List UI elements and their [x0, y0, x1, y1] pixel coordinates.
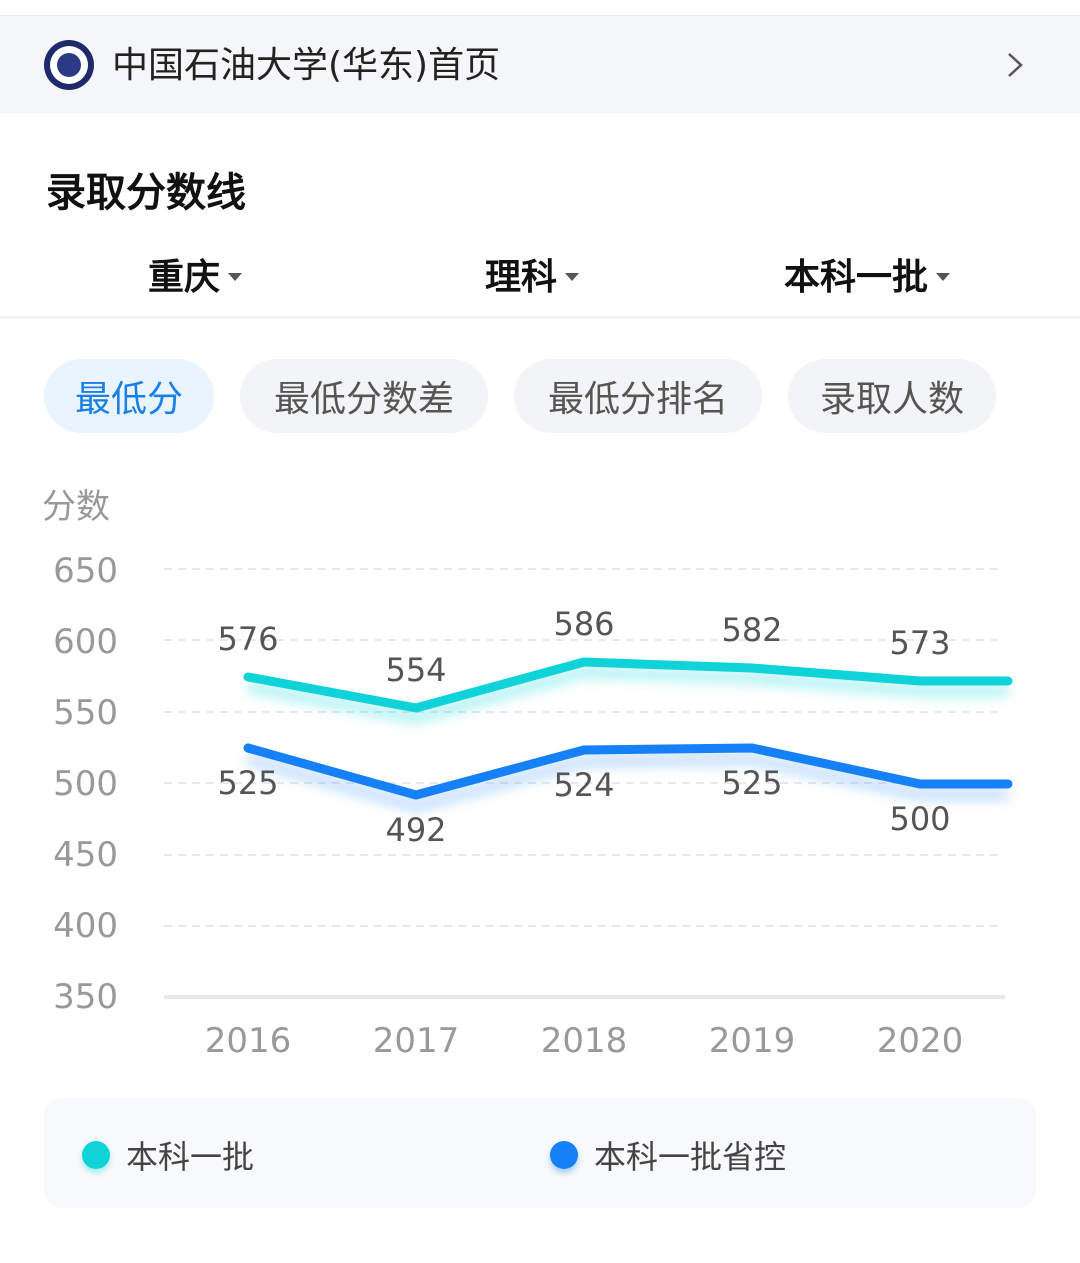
- school-name: 中国石油大学(华东)首页: [112, 45, 501, 86]
- subject-filter-label: 理科: [485, 257, 558, 298]
- dropdown-triangle-icon: [228, 273, 243, 281]
- series-1-line: [243, 657, 1013, 713]
- data-label: 525: [721, 764, 782, 802]
- x-tick: 2018: [541, 1021, 628, 1061]
- y-tick: 450: [53, 835, 118, 875]
- chevron-right-icon: [1008, 53, 1023, 77]
- x-tick: 2017: [373, 1021, 460, 1061]
- x-tick: 2020: [877, 1021, 964, 1061]
- legend-item-series-2[interactable]: 本科一批省控: [550, 1132, 786, 1178]
- data-label: 500: [889, 800, 950, 838]
- score-line-chart: 分数 650 600 550 500 450 400 350 576 554 5…: [42, 487, 1013, 1061]
- data-label: 582: [721, 611, 782, 649]
- province-filter-label: 重庆: [148, 257, 221, 298]
- tab-min-score-diff[interactable]: 最低分数差: [240, 359, 488, 433]
- x-tick: 2016: [205, 1021, 292, 1061]
- series-2-data-labels: 525 492 524 525 500: [217, 764, 950, 849]
- school-home-link[interactable]: 中国石油大学(华东)首页: [0, 16, 1080, 113]
- subject-filter[interactable]: 理科: [485, 248, 580, 300]
- y-tick: 600: [53, 622, 118, 662]
- x-tick: 2019: [709, 1021, 796, 1061]
- data-label: 524: [553, 766, 614, 804]
- legend-label: 本科一批: [126, 1138, 255, 1176]
- divider: [0, 316, 1080, 319]
- tab-admission-count[interactable]: 录取人数: [788, 359, 996, 433]
- y-tick: 550: [53, 693, 118, 733]
- data-label: 525: [217, 764, 278, 802]
- x-axis-ticks: 2016 2017 2018 2019 2020: [205, 1021, 964, 1061]
- dropdown-triangle-icon: [565, 273, 580, 281]
- data-label: 573: [889, 624, 950, 662]
- dropdown-triangle-icon: [936, 273, 951, 281]
- tab-min-score-rank[interactable]: 最低分排名: [514, 359, 762, 433]
- province-filter[interactable]: 重庆: [148, 248, 243, 300]
- batch-filter[interactable]: 本科一批: [784, 248, 951, 300]
- y-tick: 350: [53, 977, 118, 1017]
- legend-dot-icon: [550, 1141, 578, 1169]
- legend-item-series-1[interactable]: 本科一批: [82, 1132, 254, 1178]
- status-area: [0, 0, 1080, 16]
- data-label: 492: [385, 811, 446, 849]
- series-1-data-labels: 576 554 586 582 573: [217, 605, 950, 689]
- legend-dot-icon: [82, 1141, 110, 1169]
- data-label: 576: [217, 620, 278, 658]
- data-label: 554: [385, 651, 446, 689]
- legend-label: 本科一批省控: [594, 1138, 787, 1176]
- y-axis-ticks: 650 600 550 500 450 400 350: [53, 551, 118, 1017]
- y-tick: 400: [53, 906, 118, 946]
- series-1-glow: [247, 666, 1008, 724]
- section-title: 录取分数线: [46, 170, 246, 216]
- series-2-glow: [246, 753, 1008, 812]
- tab-min-score[interactable]: 最低分: [44, 359, 214, 433]
- batch-filter-label: 本科一批: [784, 257, 929, 298]
- chart-legend: 本科一批 本科一批省控: [44, 1098, 1036, 1208]
- series-2-line: [243, 743, 1013, 800]
- y-axis-label: 分数: [42, 487, 110, 527]
- y-tick: 500: [53, 764, 118, 804]
- data-label: 586: [553, 605, 614, 643]
- university-logo: [44, 40, 94, 90]
- y-tick: 650: [53, 551, 118, 591]
